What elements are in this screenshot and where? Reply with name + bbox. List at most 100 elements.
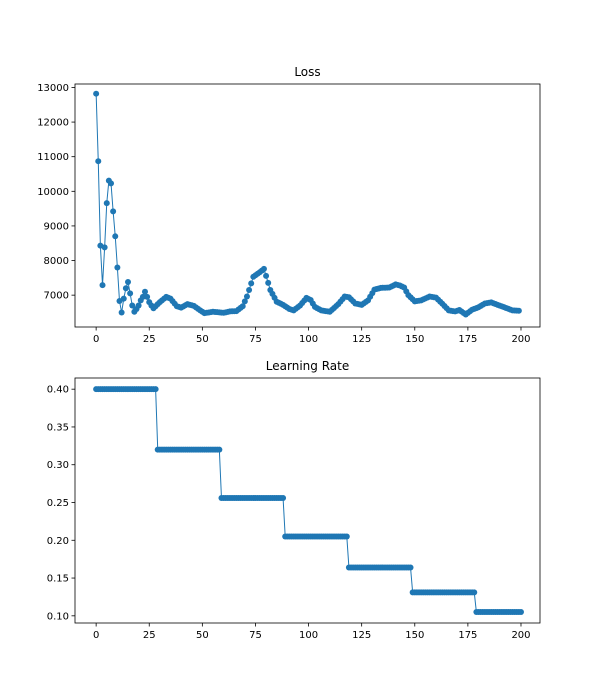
learning-rate-x-tick: 125 xyxy=(352,623,371,641)
learning-rate-y-tick-label: 0.40 xyxy=(47,385,69,396)
learning-rate-series xyxy=(93,386,524,616)
loss-x-tick: 50 xyxy=(196,327,209,345)
loss-point xyxy=(120,295,127,302)
loss-point xyxy=(112,233,119,240)
loss-y-tick: 10000 xyxy=(37,187,75,198)
loss-point xyxy=(93,90,100,97)
loss-x-tick: 0 xyxy=(93,327,99,345)
loss-point xyxy=(108,180,115,187)
learning-rate-x-tick-label: 150 xyxy=(405,630,424,641)
loss-ticks: 0 25 50 75 100 125 150 175 200 7000 8000 9000 10000 1… xyxy=(37,83,530,345)
learning-rate-y-tick-label: 0.30 xyxy=(47,460,69,471)
learning-rate-x-tick: 50 xyxy=(196,623,209,641)
learning-rate-x-tick-label: 200 xyxy=(511,630,530,641)
loss-point xyxy=(135,302,142,309)
learning-rate-x-tick-label: 100 xyxy=(299,630,318,641)
learning-rate-x-tick: 75 xyxy=(249,623,262,641)
learning-rate-y-tick: 0.30 xyxy=(47,460,75,471)
learning-rate-x-tick: 25 xyxy=(143,623,156,641)
loss-panel: Loss 0 25 50 75 100 125 150 175 200 7000 8000 9000 1… xyxy=(37,65,541,345)
loss-point xyxy=(239,303,246,310)
learning-rate-point xyxy=(343,533,350,540)
loss-series xyxy=(93,90,522,318)
loss-point xyxy=(139,293,146,300)
loss-y-tick-label: 11000 xyxy=(37,152,69,163)
learning-rate-y-tick-label: 0.35 xyxy=(47,422,69,433)
loss-point xyxy=(101,244,108,251)
loss-point xyxy=(243,293,250,300)
loss-point xyxy=(515,307,522,314)
learning-rate-point xyxy=(471,589,478,596)
loss-x-tick: 125 xyxy=(352,327,371,345)
learning-rate-y-tick-label: 0.25 xyxy=(47,498,69,509)
learning-rate-panel: Learning Rate 0 25 50 75 100 125 150 175 200 0.10… xyxy=(47,359,541,641)
loss-point xyxy=(110,208,117,215)
loss-point xyxy=(141,288,148,295)
learning-rate-x-tick: 150 xyxy=(405,623,424,641)
loss-y-tick: 8000 xyxy=(44,256,75,267)
learning-rate-point xyxy=(280,494,287,501)
learning-rate-x-tick-label: 0 xyxy=(93,630,99,641)
learning-rate-y-tick-label: 0.20 xyxy=(47,536,69,547)
loss-x-tick-label: 100 xyxy=(299,334,318,345)
loss-y-tick: 12000 xyxy=(37,118,75,129)
loss-point xyxy=(241,298,248,305)
loss-point xyxy=(265,279,272,286)
loss-x-tick-label: 75 xyxy=(249,334,262,345)
loss-y-tick-label: 7000 xyxy=(44,291,69,302)
loss-point xyxy=(246,286,253,293)
loss-x-tick: 200 xyxy=(511,327,531,345)
loss-y-tick: 7000 xyxy=(44,291,75,302)
loss-y-tick-label: 8000 xyxy=(44,256,69,267)
loss-point xyxy=(263,272,270,279)
loss-point xyxy=(103,200,110,207)
learning-rate-x-tick-label: 175 xyxy=(458,630,477,641)
learning-rate-y-tick: 0.25 xyxy=(47,498,75,509)
learning-rate-x-tick-label: 125 xyxy=(352,630,371,641)
loss-point xyxy=(260,265,267,272)
learning-rate-x-tick-label: 75 xyxy=(249,630,262,641)
learning-rate-y-tick: 0.10 xyxy=(47,611,75,622)
learning-rate-point xyxy=(517,609,524,616)
learning-rate-point xyxy=(152,386,159,393)
loss-y-tick: 9000 xyxy=(44,221,75,232)
learning-rate-y-tick-label: 0.15 xyxy=(47,574,69,585)
loss-x-tick: 75 xyxy=(249,327,262,345)
loss-x-tick-label: 175 xyxy=(458,334,477,345)
loss-x-tick: 150 xyxy=(405,327,424,345)
loss-point xyxy=(125,279,131,285)
loss-axes-frame xyxy=(74,83,541,328)
loss-point xyxy=(129,302,136,309)
loss-point xyxy=(118,309,125,316)
learning-rate-y-tick: 0.40 xyxy=(47,385,75,396)
learning-rate-y-tick: 0.20 xyxy=(47,536,75,547)
loss-title: Loss xyxy=(294,65,320,79)
learning-rate-y-tick: 0.35 xyxy=(47,422,75,433)
loss-y-tick-label: 13000 xyxy=(37,83,69,94)
loss-x-tick-label: 200 xyxy=(511,334,530,345)
loss-x-tick-label: 50 xyxy=(196,334,209,345)
loss-x-tick-label: 25 xyxy=(143,334,156,345)
loss-x-tick: 175 xyxy=(458,327,477,345)
loss-point xyxy=(114,264,121,271)
loss-y-tick: 11000 xyxy=(37,152,75,163)
learning-rate-x-tick: 100 xyxy=(299,623,318,641)
loss-point xyxy=(144,293,151,300)
learning-rate-x-tick: 200 xyxy=(511,623,531,641)
loss-x-tick: 100 xyxy=(299,327,318,345)
loss-x-tick-label: 0 xyxy=(93,334,99,345)
learning-rate-x-tick-label: 50 xyxy=(196,630,209,641)
loss-x-tick-label: 125 xyxy=(352,334,371,345)
loss-y-tick-label: 12000 xyxy=(37,118,69,129)
loss-point xyxy=(248,280,255,287)
learning-rate-axes-frame xyxy=(74,377,541,624)
learning-rate-x-tick: 175 xyxy=(458,623,477,641)
learning-rate-ticks: 0 25 50 75 100 125 150 175 200 0.10 0.15 0.20 0.25 0.… xyxy=(47,385,531,641)
learning-rate-x-tick-label: 25 xyxy=(143,630,156,641)
learning-rate-title: Learning Rate xyxy=(266,359,349,373)
loss-x-tick-label: 150 xyxy=(405,334,424,345)
loss-point xyxy=(95,158,102,165)
learning-rate-y-tick-label: 0.10 xyxy=(47,611,69,622)
